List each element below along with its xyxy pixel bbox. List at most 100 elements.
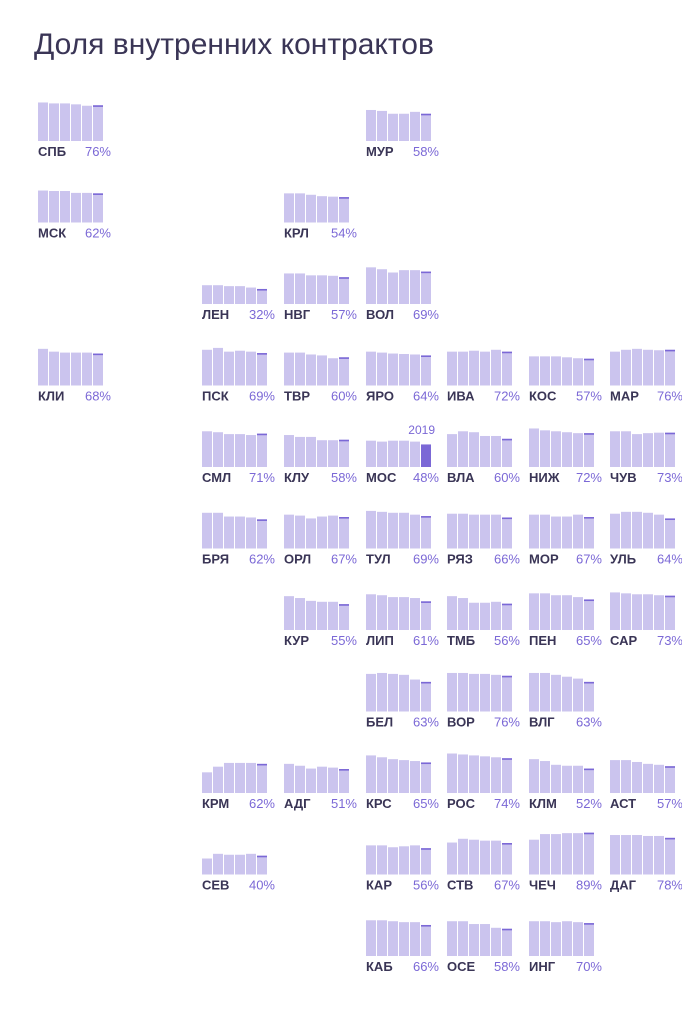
bar <box>562 595 572 630</box>
region-pct: 76% <box>657 389 682 404</box>
region-tile-9: ТВР 60% <box>284 352 357 404</box>
region-code: КОС <box>529 389 557 404</box>
bar <box>654 350 664 386</box>
bar-top-marker <box>584 832 594 835</box>
bar <box>529 921 539 956</box>
bar <box>562 765 572 793</box>
region-pct: 74% <box>494 796 520 811</box>
region-pct: 57% <box>657 796 682 811</box>
region-tile-11: ИВА 72% <box>447 349 520 404</box>
bar <box>377 352 387 386</box>
bar <box>317 355 327 386</box>
region-code: КАР <box>366 878 392 893</box>
bar <box>224 516 234 549</box>
region-tile-39: АСТ 57% <box>610 760 682 811</box>
region-tile-14: СМЛ 71% <box>202 431 275 485</box>
region-code: РОС <box>447 796 476 811</box>
region-tile-0: СПБ 76% <box>38 102 111 159</box>
bar <box>421 601 431 630</box>
bar-top-marker <box>665 595 675 598</box>
bar <box>643 594 653 630</box>
bar <box>480 756 490 793</box>
bar <box>551 674 561 712</box>
bar <box>421 113 431 141</box>
bar <box>491 349 501 386</box>
bar <box>469 755 479 793</box>
bar <box>491 674 501 712</box>
bar-top-marker <box>502 758 512 760</box>
region-code: НИЖ <box>529 470 560 485</box>
region-pct: 65% <box>413 796 439 811</box>
region-tile-18: НИЖ 72% <box>529 428 602 485</box>
bar <box>421 516 431 549</box>
bar <box>610 351 620 386</box>
bar <box>551 356 561 386</box>
region-tile-42: СТВ 67% <box>447 838 520 893</box>
bar <box>202 349 212 386</box>
bar <box>82 352 92 386</box>
bar-top-marker <box>93 353 103 356</box>
region-code: СТВ <box>447 878 473 893</box>
region-pct: 56% <box>494 633 520 648</box>
bar <box>469 350 479 386</box>
bar <box>529 514 539 549</box>
bar-top-marker <box>421 848 431 850</box>
region-pct: 62% <box>249 552 275 567</box>
bar <box>202 285 212 304</box>
region-code: ВЛГ <box>529 715 555 730</box>
bar-top-marker <box>257 353 267 355</box>
bar <box>284 514 294 549</box>
region-pct: 61% <box>413 633 439 648</box>
bar <box>213 285 223 304</box>
bar <box>377 595 387 630</box>
bar <box>257 353 267 386</box>
bar <box>295 765 305 793</box>
bar <box>584 358 594 386</box>
bar <box>388 440 398 467</box>
bar <box>306 194 316 223</box>
bar-top-marker <box>93 193 103 195</box>
bar <box>388 113 398 141</box>
region-code: КАБ <box>366 959 393 974</box>
bar-top-marker <box>584 433 594 435</box>
bar <box>502 603 512 630</box>
bar <box>573 514 583 549</box>
bar <box>562 676 572 712</box>
bar-top-marker <box>502 517 512 520</box>
bar <box>366 920 376 956</box>
region-tile-27: ЛИП 61% <box>366 594 439 648</box>
region-pct: 65% <box>576 633 602 648</box>
bar <box>399 512 409 549</box>
bar <box>284 193 294 223</box>
region-pct: 62% <box>85 226 111 241</box>
bar <box>665 837 675 875</box>
bar-top-marker <box>421 924 431 927</box>
bar <box>38 190 48 223</box>
bar <box>377 845 387 875</box>
bar-top-marker <box>339 357 349 359</box>
bar <box>469 673 479 712</box>
bar <box>665 595 675 630</box>
bar <box>654 595 664 630</box>
region-code: КЛМ <box>529 796 557 811</box>
bar <box>610 431 620 467</box>
bar <box>399 846 409 875</box>
bar <box>328 515 338 549</box>
bar <box>93 193 103 223</box>
region-pct: 68% <box>85 389 111 404</box>
bar <box>366 510 376 549</box>
region-code: МОС <box>366 470 397 485</box>
region-pct: 89% <box>576 878 602 893</box>
bar <box>246 762 256 793</box>
bar <box>377 672 387 712</box>
bar <box>502 843 512 875</box>
bar <box>458 598 468 630</box>
region-code: ЛЕН <box>202 307 229 322</box>
bar <box>584 433 594 467</box>
bar <box>93 353 103 386</box>
bar <box>621 760 631 793</box>
bar <box>469 839 479 875</box>
bar <box>202 431 212 467</box>
bar <box>399 674 409 712</box>
region-tile-31: БЕЛ 63% <box>366 672 439 730</box>
